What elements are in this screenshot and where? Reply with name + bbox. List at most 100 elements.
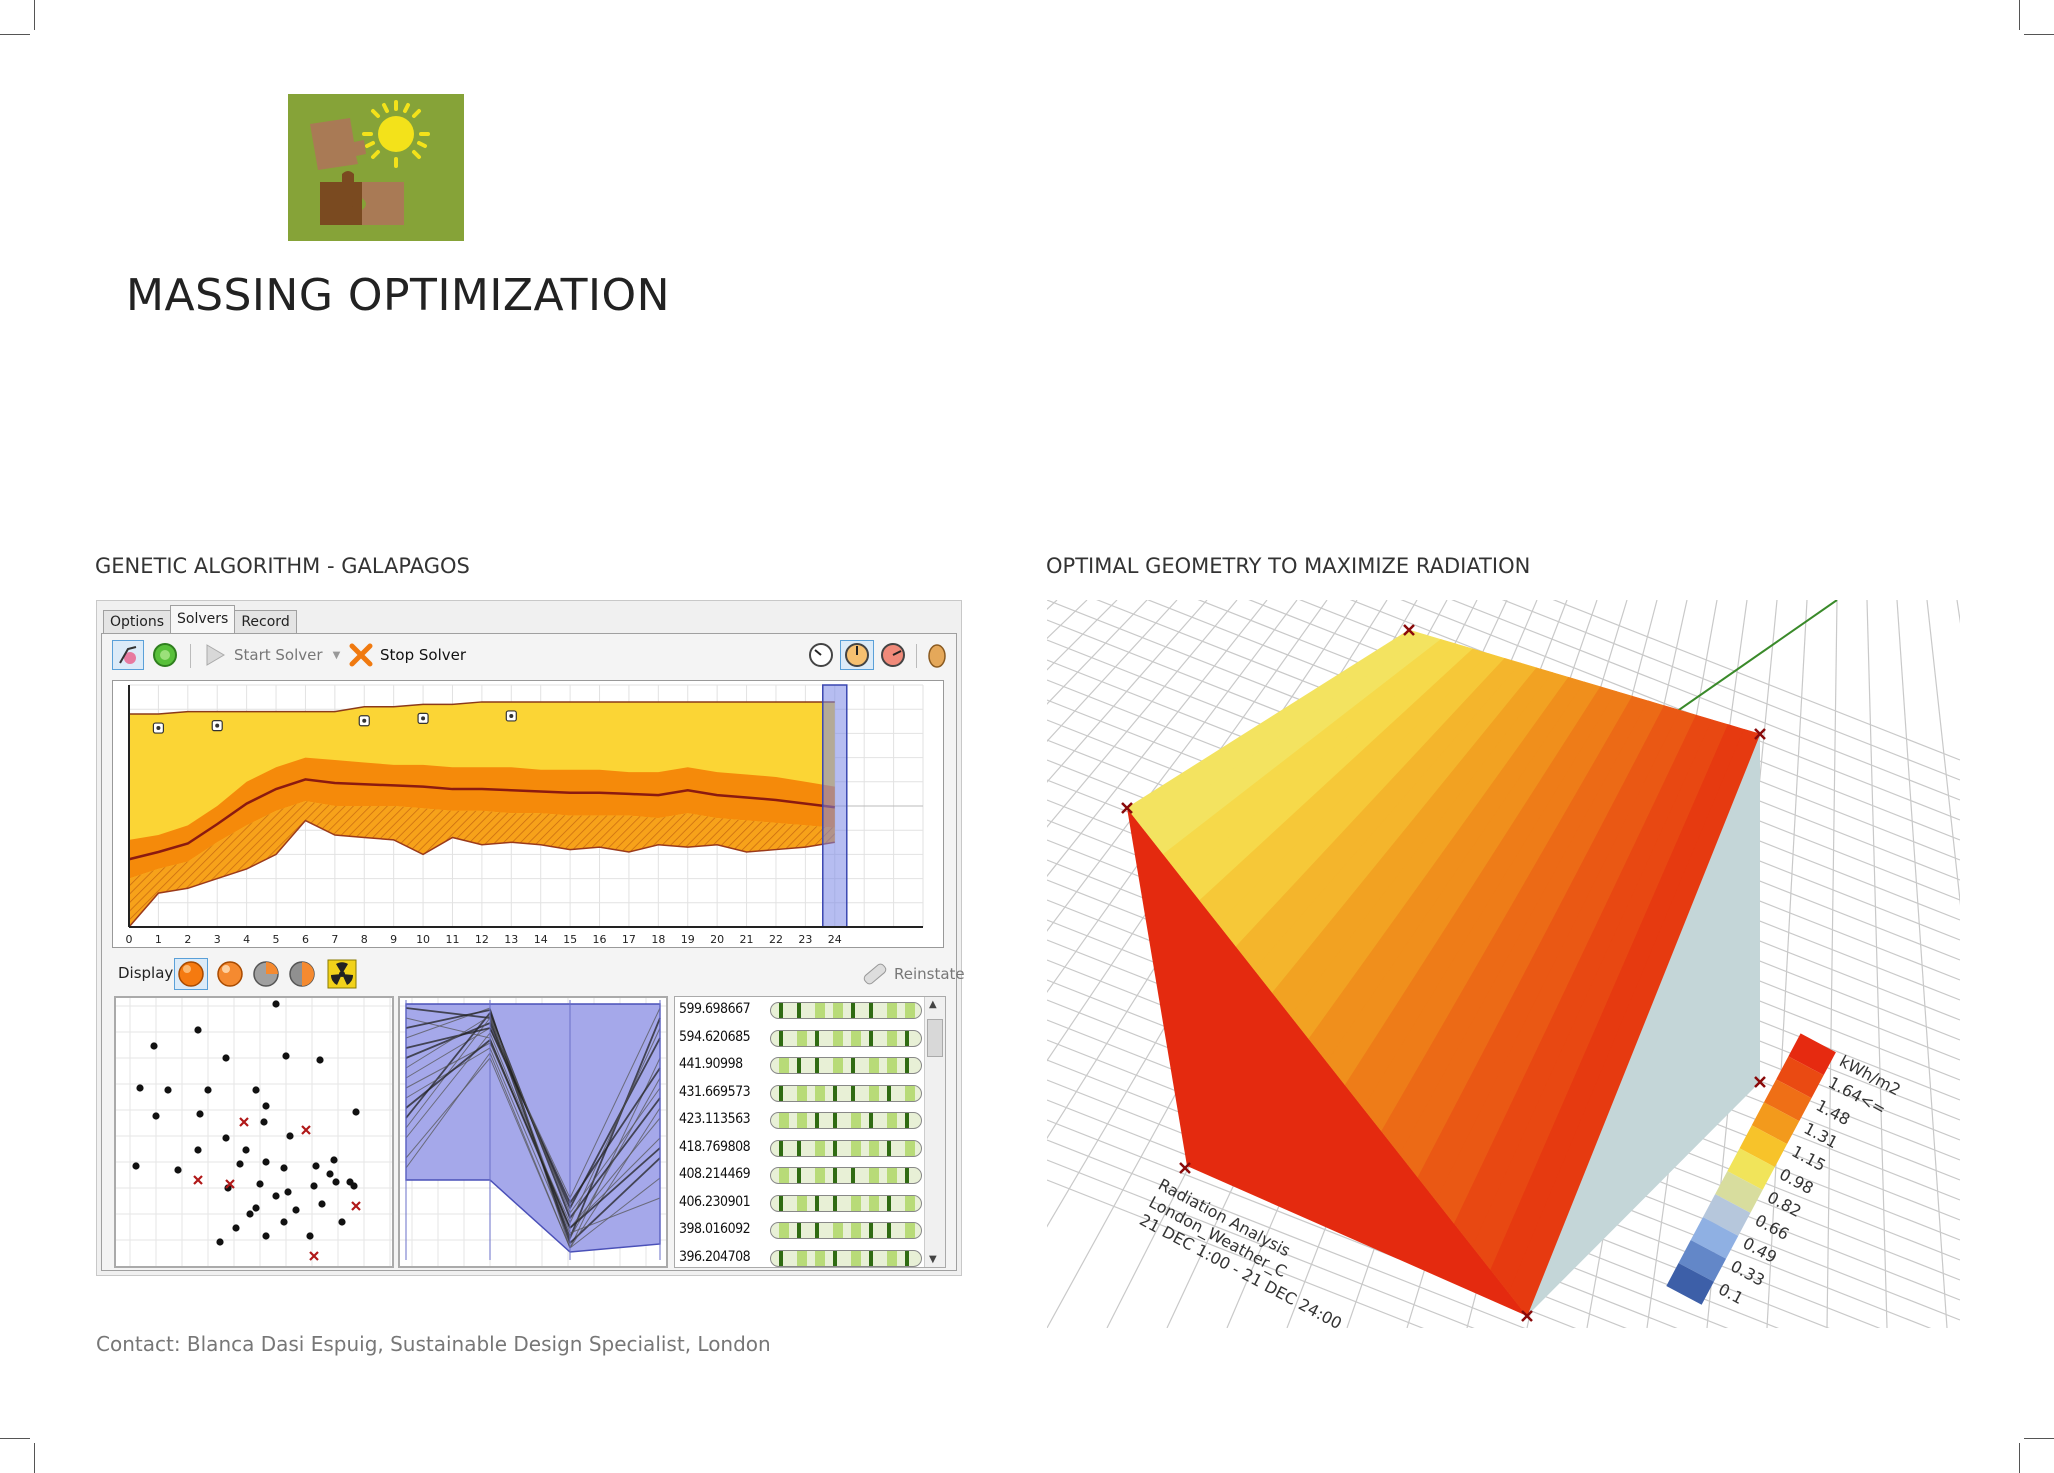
x-tick-label: 16 [593, 933, 607, 946]
gene-segment [851, 1250, 861, 1266]
vertex-marker [1179, 1162, 1191, 1174]
legend-swatch [1776, 1056, 1824, 1099]
radiation-button[interactable] [326, 958, 358, 990]
interquartile-band [129, 757, 835, 879]
gene-segment [887, 1195, 891, 1211]
genome-row[interactable]: 398.016092 [675, 1217, 925, 1245]
scrollbar[interactable]: ▲ ▼ [924, 997, 945, 1267]
x-tick-label: 4 [243, 933, 250, 946]
display-mode-4-button[interactable] [286, 958, 318, 990]
genome-row[interactable]: 441.90998 [675, 1052, 925, 1080]
left-section-heading: GENETIC ALGORITHM - GALAPAGOS [95, 554, 470, 578]
tab-record[interactable]: Record [234, 610, 297, 633]
gene-segment [779, 1003, 783, 1018]
legend-swatch [1715, 1171, 1763, 1213]
reinstate-button[interactable]: Reinstate [860, 960, 965, 988]
genome-row[interactable]: 594.620685 [675, 1025, 925, 1053]
stop-solver-button[interactable]: Stop Solver [348, 640, 466, 670]
gene-segment [851, 1003, 855, 1018]
x-tick-label: 22 [769, 933, 783, 946]
gene-segment [779, 1140, 783, 1156]
genome-point [282, 1052, 290, 1060]
legend-swatch [1739, 1125, 1788, 1167]
gene-segment [869, 1030, 873, 1046]
gene-segment [833, 1250, 837, 1266]
genome-bar [770, 1222, 922, 1239]
bandage-icon [863, 963, 887, 985]
genome-row[interactable]: 599.698667 [675, 997, 925, 1025]
fitness-value: 441.90998 [679, 1056, 743, 1072]
parallel-coords-pane[interactable] [398, 996, 668, 1268]
gene-segment [833, 1030, 843, 1046]
gene-segment [887, 1250, 897, 1266]
fitness-value: 396.204708 [679, 1248, 751, 1265]
legend-swatch [1678, 1240, 1727, 1282]
fitness-value: 398.016092 [679, 1221, 751, 1237]
genome-trace [405, 1015, 661, 1215]
genome-list[interactable]: 599.698667 594.620685 441.90998 431.669573 4… [674, 996, 946, 1268]
speed-slow-button[interactable] [806, 640, 836, 670]
genome-row[interactable]: 418.769808 [675, 1135, 925, 1163]
speed-fast-button[interactable] [878, 640, 908, 670]
crop-mark [2019, 1443, 2020, 1473]
genome-trace [405, 1007, 661, 1200]
speed-medium-button[interactable] [840, 640, 874, 670]
fitness-chart[interactable]: 0 1 2 3 4 5 6 7 8 9 10 11 12 13 14 15 16 17 18 19 20 21 22 23 24 [112, 680, 944, 948]
genome-point [280, 1164, 288, 1172]
gene-segment [905, 1085, 915, 1101]
genome-point [194, 1146, 202, 1154]
genome-row[interactable]: 423.113563 [675, 1107, 925, 1135]
genome-point [150, 1042, 158, 1050]
evolutionary-solver-button[interactable] [112, 640, 144, 670]
gene-segment [797, 1168, 801, 1183]
genome-point [136, 1084, 144, 1092]
mean-fitness-line [128, 778, 835, 861]
tab-solvers[interactable]: Solvers [170, 605, 236, 634]
scroll-up-icon[interactable]: ▲ [929, 999, 937, 1010]
fitness-value: 408.214469 [679, 1166, 751, 1182]
scroll-thumb[interactable] [927, 1019, 943, 1057]
radiation-model-view: kWh/m2 1.64<= 1.48 1.31 1.15 0.98 0.82 0.66 0.49… [1047, 600, 1960, 1328]
gene-segment [887, 1140, 891, 1156]
display-mode-1-button[interactable] [174, 958, 208, 990]
crop-mark [2024, 34, 2054, 35]
genome-map-pane[interactable] [114, 996, 394, 1268]
x-tick-label: 15 [563, 933, 577, 946]
tab-options[interactable]: Options [103, 610, 172, 633]
x-tick-label: 6 [302, 933, 309, 946]
x-tick-label: 3 [214, 933, 221, 946]
gene-segment [815, 1195, 819, 1211]
annealing-solver-button[interactable] [150, 640, 180, 670]
gene-segment [905, 1140, 915, 1156]
display-bar: Display Reinstate [108, 956, 965, 992]
egg-button[interactable] [924, 640, 950, 670]
display-mode-2-button[interactable] [214, 958, 246, 990]
play-icon [206, 644, 225, 666]
sun-icon [362, 100, 430, 168]
gene-segment [851, 1223, 861, 1238]
scroll-down-icon[interactable]: ▼ [929, 1254, 937, 1265]
lock-marker-icon [417, 712, 429, 724]
contact-line: Contact: Blanca Dasi Espuig, Sustainable… [96, 1332, 771, 1356]
gene-segment [779, 1195, 783, 1211]
puzzle-sun-logo [288, 94, 464, 241]
genome-bar [770, 1249, 922, 1267]
chevron-down-icon[interactable]: ▼ [332, 649, 341, 661]
legend-swatch [1690, 1217, 1739, 1259]
display-mode-3-button[interactable] [250, 958, 282, 990]
x-tick-label: 18 [651, 933, 665, 946]
genome-point [194, 1026, 202, 1034]
crop-mark [0, 34, 30, 35]
genome-point [222, 1054, 230, 1062]
genome-point [338, 1218, 346, 1226]
genome-row[interactable]: 406.230901 [675, 1190, 925, 1218]
start-solver-button[interactable]: Start Solver ▼ [204, 640, 340, 670]
genome-row[interactable]: 431.669573 [675, 1080, 925, 1108]
radiation-model-svg: kWh/m21.64<=1.481.311.150.980.820.660.49… [1047, 600, 1960, 1328]
gene-segment [779, 1113, 789, 1128]
x-tick-label: 19 [681, 933, 695, 946]
genome-row[interactable]: 408.214469 [675, 1162, 925, 1190]
gene-segment [797, 1195, 807, 1211]
genome-row[interactable]: 396.204708 [675, 1245, 925, 1268]
gene-segment [797, 1058, 801, 1073]
